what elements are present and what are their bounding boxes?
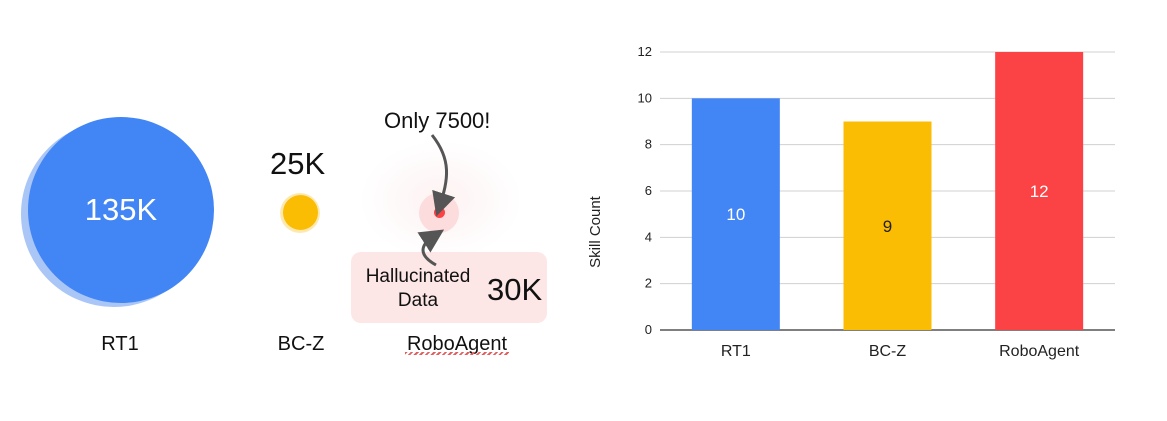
hallucinated-value-label: 30K bbox=[487, 272, 543, 307]
bar-rt1 bbox=[691, 98, 780, 330]
data-label: 10 bbox=[726, 205, 745, 224]
rt1-value-label: 135K bbox=[84, 192, 158, 227]
bar-bc-z bbox=[843, 121, 932, 330]
data-label: 9 bbox=[883, 217, 892, 236]
y-tick-label: 4 bbox=[645, 229, 652, 244]
x-tick-label: RT1 bbox=[721, 343, 751, 360]
y-axis-label: Skill Count bbox=[587, 195, 604, 268]
roboagent-label: RoboAgent bbox=[406, 333, 508, 355]
bar-roboagent bbox=[995, 52, 1084, 330]
skill-count-bar-chart: 0 2 4 6 8 10 12 10 9 12 RT1 BC-Z RoboAgent Skill C… bbox=[587, 44, 1115, 360]
x-tick-label: BC-Z bbox=[869, 343, 907, 360]
hallucinated-data-box bbox=[351, 252, 547, 323]
rt1-bubble: 135K bbox=[28, 117, 214, 303]
y-tick-label: 2 bbox=[645, 276, 652, 291]
y-tick-label: 0 bbox=[645, 322, 652, 337]
x-tick-label: RoboAgent bbox=[999, 343, 1080, 360]
data-label: 12 bbox=[1030, 182, 1049, 201]
category-labels: RT1 BC-Z RoboAgent bbox=[721, 343, 1080, 360]
y-tick-label: 10 bbox=[638, 90, 652, 105]
hallucinated-data-label: Hallucinated Data bbox=[365, 266, 471, 311]
bcz-bubble bbox=[283, 195, 318, 230]
annotation-arrows bbox=[417, 134, 456, 267]
bcz-value-label: 25K bbox=[270, 146, 326, 181]
spellcheck-underline bbox=[405, 352, 509, 355]
arrow-to-bubble bbox=[430, 134, 456, 217]
y-tick-label: 6 bbox=[645, 183, 652, 198]
arrow-from-hallucinated bbox=[417, 229, 445, 267]
bars: 10 9 12 bbox=[691, 52, 1084, 330]
rt1-label: RT1 bbox=[101, 333, 139, 355]
y-tick-labels: 0 2 4 6 8 10 12 bbox=[638, 44, 652, 337]
bcz-label: BC-Z bbox=[277, 333, 325, 355]
roboagent-value-label: Only 7500! bbox=[384, 108, 491, 133]
y-tick-label: 12 bbox=[638, 44, 652, 59]
y-tick-label: 8 bbox=[645, 137, 652, 152]
